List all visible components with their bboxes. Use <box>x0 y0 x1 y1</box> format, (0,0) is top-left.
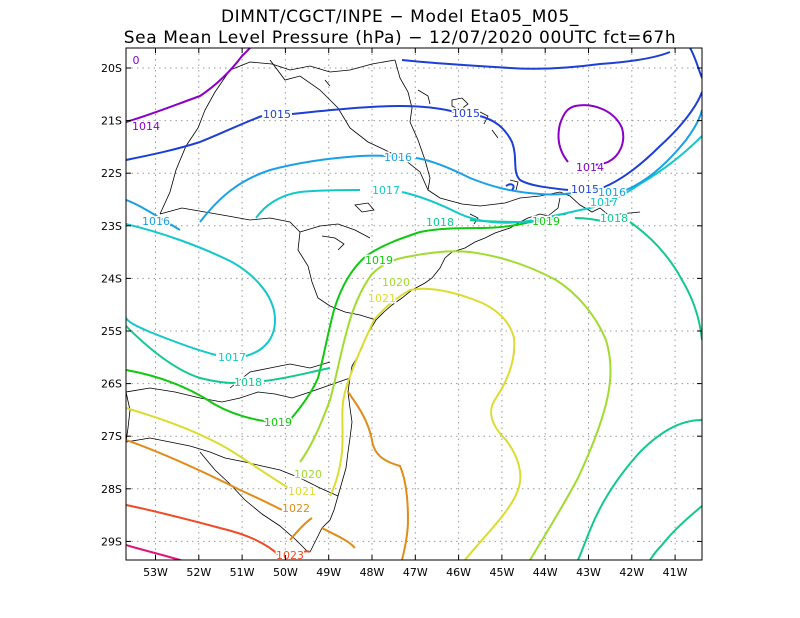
isobar-1018-a <box>126 325 331 384</box>
contour-label: 1017 <box>372 184 400 197</box>
contour-label: 1017 <box>218 351 246 364</box>
lon-tick-label: 53W <box>143 566 168 579</box>
lon-tick-label: 48W <box>360 566 385 579</box>
brazil-coastline <box>309 59 641 553</box>
isobar-1015-b <box>401 51 671 70</box>
isobar-1018-b <box>469 217 702 341</box>
lat-tick-label: 28S <box>101 483 122 496</box>
contour-label: 1020 <box>382 276 410 289</box>
isobar-1014-c <box>132 56 139 66</box>
lat-tick-label: 22S <box>101 167 122 180</box>
contour-label: 1019 <box>532 215 560 228</box>
contour-label: 1015 <box>452 107 480 120</box>
isobar-1022-a <box>126 439 283 511</box>
state-border-sp-pr <box>159 207 377 321</box>
contour-label: 1016 <box>598 186 626 199</box>
map-frame <box>125 47 703 561</box>
argentina-border <box>126 391 131 443</box>
isobar-1014-b <box>557 104 625 166</box>
lat-tick-label: 25S <box>101 325 122 338</box>
lat-tick-label: 23S <box>101 220 122 233</box>
lon-tick-label: 47W <box>403 566 428 579</box>
contour-label: 1020 <box>294 468 322 481</box>
state-border-mg-sp <box>159 59 429 215</box>
lat-tick-label: 20S <box>101 62 122 75</box>
contour-label: 1014 <box>132 120 160 133</box>
lon-tick-label: 50W <box>273 566 298 579</box>
lat-tick-label: 27S <box>101 430 122 443</box>
graticule <box>126 48 702 560</box>
isobar-1015-c <box>689 48 702 79</box>
contour-label: 1018 <box>600 212 628 225</box>
contour-label: 0 <box>133 54 140 67</box>
contour-label: 1016 <box>142 215 170 228</box>
lon-tick-label: 52W <box>186 566 211 579</box>
contour-label: 1022 <box>282 502 310 515</box>
axis-tick-labels: 53W 52W 51W 50W 49W 48W 47W 46W 45W 44W 43W 42W 41W 2… <box>101 62 688 579</box>
contour-label: 1019 <box>365 254 393 267</box>
isobar-1015-d <box>505 183 515 191</box>
isobar-1015-a <box>126 91 702 191</box>
contour-label: 1019 <box>264 416 292 429</box>
isobar-1021-a <box>126 407 293 491</box>
isobar-1020 <box>299 250 612 560</box>
contour-label: 1016 <box>384 151 412 164</box>
lon-tick-label: 43W <box>576 566 601 579</box>
lon-tick-label: 45W <box>489 566 514 579</box>
contour-label: 1015 <box>571 183 599 196</box>
contour-label: 1014 <box>576 161 604 174</box>
lon-tick-label: 42W <box>619 566 644 579</box>
lat-tick-label: 26S <box>101 378 122 391</box>
isobar-1023-a <box>126 504 281 557</box>
contour-label: 1017 <box>590 196 618 209</box>
isobar-1017-a <box>126 223 277 357</box>
contour-label: 1018 <box>426 216 454 229</box>
lon-tick-label: 44W <box>533 566 558 579</box>
contour-label: 1015 <box>263 108 291 121</box>
isobar-1023-b <box>299 550 311 557</box>
isobar-1019-b <box>289 213 567 421</box>
contour-label: 1018 <box>234 376 262 389</box>
lon-tick-label: 46W <box>446 566 471 579</box>
isobar-1024 <box>126 544 184 560</box>
state-border-pr-sc <box>126 361 351 403</box>
lon-tick-label: 51W <box>230 566 255 579</box>
isobar-1018-c <box>577 419 702 560</box>
coastline <box>126 59 641 553</box>
chart-title: DIMNT/CGCT/INPE − Model Eta05_M05_ <box>220 7 579 27</box>
isobar-1021-b <box>329 287 522 560</box>
lat-tick-label: 29S <box>101 535 122 548</box>
axis-ticks <box>126 48 702 560</box>
state-border-sc-rs <box>126 437 339 553</box>
lat-tick-label: 21S <box>101 115 122 128</box>
islands <box>321 79 519 251</box>
lat-tick-label: 24S <box>101 272 122 285</box>
isobar-1017-b <box>126 135 702 356</box>
lon-tick-label: 49W <box>316 566 341 579</box>
isobar-1022-b <box>289 391 410 560</box>
lon-tick-label: 41W <box>663 566 688 579</box>
isobar-1014-a <box>126 48 251 123</box>
contour-label: 1021 <box>368 292 396 305</box>
chart-subtitle: Sea Mean Level Pressure (hPa) − 12/07/20… <box>123 28 677 48</box>
isobar-1019-a <box>126 369 271 423</box>
isobar-1016-a <box>126 109 702 231</box>
contour-label: 1021 <box>288 485 316 498</box>
isobars <box>126 48 702 560</box>
